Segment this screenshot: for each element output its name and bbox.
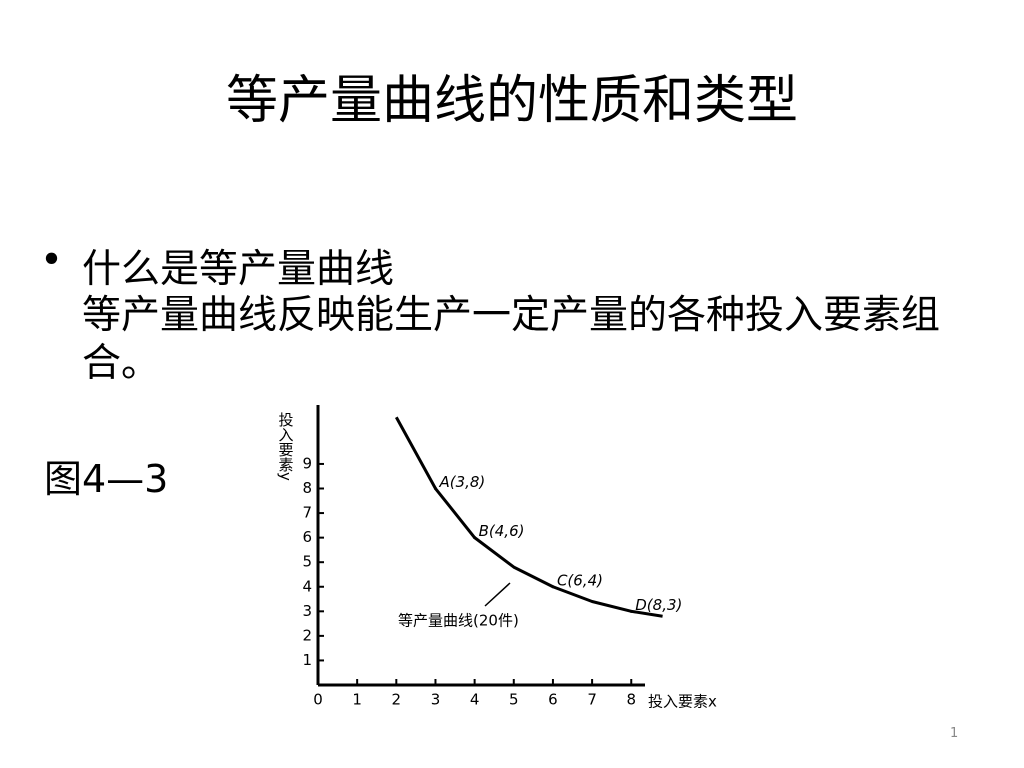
x-tick-label: 7 xyxy=(587,691,597,709)
y-tick-label: 7 xyxy=(302,504,312,522)
point xyxy=(629,609,633,613)
point xyxy=(433,487,437,491)
x-tick-label: 2 xyxy=(392,691,402,709)
x-tick-label: 3 xyxy=(431,691,441,709)
x-tick-label: 6 xyxy=(548,691,558,709)
legend-label: 等产量曲线(20件) xyxy=(398,612,519,630)
y-tick-label: 4 xyxy=(302,577,312,595)
curve xyxy=(394,416,663,618)
x-tick-label: 5 xyxy=(509,691,519,709)
y-tick-label: 3 xyxy=(302,602,312,620)
y-tick-label: 1 xyxy=(302,651,312,669)
y-tick-label: 6 xyxy=(302,528,312,546)
slide-title: 等产量曲线的性质和类型 xyxy=(225,71,798,131)
x-axis-label: 投入要素x xyxy=(648,693,717,711)
point xyxy=(473,536,477,540)
x-tick-label: 8 xyxy=(626,691,636,709)
point-label: C(6,4) xyxy=(557,571,603,589)
y-tick-label: 2 xyxy=(302,626,312,644)
bullet-text: 什么是等产量曲线 xyxy=(82,247,395,292)
bullet-dot: • xyxy=(40,238,64,283)
figure-label: 图4—3 xyxy=(44,457,169,501)
point-label: B(4,6) xyxy=(479,522,525,540)
x-tick-label: 4 xyxy=(470,691,480,709)
x-tick-label: 1 xyxy=(352,691,362,709)
body-text: 等产量曲线反映能生产一定产量的各种投入要素组合。 xyxy=(82,293,941,386)
point xyxy=(551,585,555,589)
y-tick-label: 9 xyxy=(302,454,312,472)
y-axis-label: 投入要素y xyxy=(277,412,295,481)
y-tick-label: 8 xyxy=(302,479,312,497)
page-number: 1 xyxy=(950,726,959,741)
y-tick-label: 5 xyxy=(302,553,312,571)
point-label: A(3,8) xyxy=(438,473,485,491)
pointer xyxy=(484,582,511,607)
point-label: D(8,3) xyxy=(635,596,682,614)
x-tick-label: 0 xyxy=(313,691,323,709)
